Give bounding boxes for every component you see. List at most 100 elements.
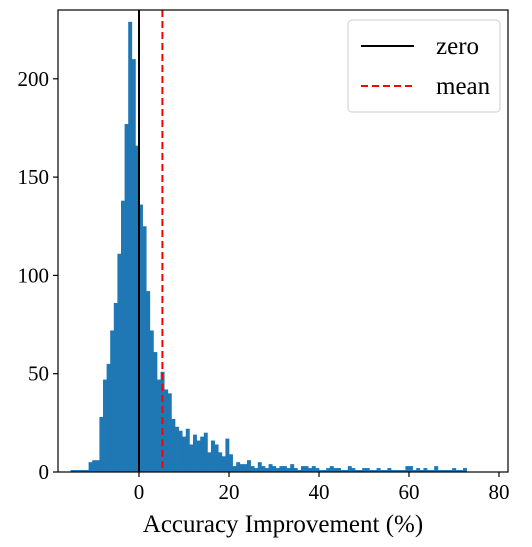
histogram-bar — [412, 470, 417, 472]
histogram-bar — [124, 124, 129, 472]
histogram-bar — [254, 468, 259, 472]
histogram-bar — [373, 470, 377, 472]
histogram-bar — [326, 468, 331, 472]
histogram-bar — [401, 470, 406, 472]
histogram-bar — [185, 428, 190, 472]
histogram-bar — [211, 440, 215, 472]
plot-frame — [57, 9, 509, 473]
histogram-bar — [455, 470, 460, 472]
histogram-bar — [232, 466, 237, 472]
histogram-bar — [376, 468, 381, 472]
histogram-bar — [286, 468, 291, 472]
histogram-bar — [293, 468, 298, 472]
legend-label-zero: zero — [436, 33, 479, 60]
histogram-bar — [153, 352, 158, 472]
legend-box — [347, 19, 501, 113]
histogram-bar — [257, 462, 262, 472]
histogram-bar — [110, 330, 115, 472]
histogram-bar — [121, 200, 125, 472]
histogram-bar — [427, 470, 431, 472]
histogram-bar — [182, 436, 187, 472]
histogram-bar — [355, 470, 359, 472]
x-tick-label: 20 — [219, 480, 240, 504]
histogram-bar — [419, 470, 424, 472]
histogram-bar — [387, 468, 392, 472]
histogram-bar — [74, 470, 79, 472]
histogram-bar — [164, 389, 169, 472]
histogram-bar — [175, 426, 179, 472]
histogram-bar — [221, 456, 226, 472]
legend-label-mean: mean — [436, 73, 491, 100]
histogram-bar — [178, 430, 183, 472]
histogram-bar — [463, 468, 467, 472]
histogram-bar — [398, 470, 403, 472]
histogram-bar — [139, 204, 143, 472]
histogram-bar — [171, 418, 176, 472]
histogram-bar — [70, 470, 75, 472]
y-tick-label: 150 — [18, 165, 50, 189]
histogram-bar — [99, 416, 104, 472]
histogram-bar — [250, 466, 255, 472]
histogram-bar — [193, 434, 197, 472]
histogram-bar — [236, 462, 241, 472]
histogram-bar — [358, 470, 363, 472]
histogram-bar — [200, 436, 205, 472]
histogram-bar — [322, 470, 327, 472]
histogram-bar — [207, 452, 212, 472]
histogram-bar — [297, 470, 302, 472]
histogram-bars — [70, 21, 467, 473]
histogram-bar — [279, 466, 284, 472]
histogram-bar — [445, 470, 449, 472]
histogram-bar — [81, 470, 86, 472]
histogram-bar — [77, 470, 82, 472]
histogram-bar — [319, 470, 323, 472]
histogram-bar — [441, 470, 446, 472]
histogram-bar — [416, 468, 421, 472]
histogram-bar — [146, 291, 151, 472]
histogram-bar — [283, 466, 287, 472]
histogram-bar — [239, 464, 244, 472]
histogram-bar — [301, 466, 305, 472]
histogram-bar — [157, 379, 161, 472]
histogram-bar — [391, 470, 395, 472]
histogram-bar — [459, 470, 464, 472]
histogram-bar — [311, 466, 316, 472]
histogram-bar — [225, 438, 230, 472]
y-tick-label: 50 — [28, 362, 49, 386]
histogram-bar — [265, 468, 269, 472]
histogram-bar — [365, 468, 370, 472]
histogram-bar — [95, 460, 100, 472]
histogram-bar — [383, 470, 388, 472]
x-tick-label: 60 — [399, 480, 420, 504]
y-tick-label: 0 — [39, 460, 50, 484]
histogram-bar — [405, 466, 410, 472]
histogram-bar — [340, 470, 345, 472]
histogram-bar — [337, 468, 341, 472]
x-axis-ticks: 0 20 40 60 80 — [134, 472, 510, 504]
histogram-bar — [290, 464, 295, 472]
histogram-bar — [272, 466, 277, 472]
histogram-bar — [304, 466, 309, 472]
histogram-bar — [135, 145, 140, 472]
histogram-bar — [229, 454, 233, 472]
histogram-bar — [247, 460, 251, 472]
histogram-bar — [268, 464, 273, 472]
histogram-bar — [448, 470, 453, 472]
histogram-bar — [308, 468, 313, 472]
histogram-bar — [214, 444, 219, 472]
histogram-bar — [394, 470, 399, 472]
legend: zero mean — [347, 19, 501, 113]
reference-lines — [138, 10, 164, 472]
y-tick-label: 100 — [18, 263, 50, 287]
histogram-bar — [88, 462, 93, 472]
histogram-bar — [430, 470, 435, 472]
histogram-bar — [113, 302, 118, 472]
x-tick-label: 80 — [489, 480, 510, 504]
histogram-bar — [434, 466, 439, 472]
histogram-bar — [333, 468, 338, 472]
histogram-bar — [344, 470, 349, 472]
histogram-bar — [362, 468, 367, 472]
histogram-bar — [142, 226, 147, 472]
histogram-bar — [106, 363, 111, 472]
